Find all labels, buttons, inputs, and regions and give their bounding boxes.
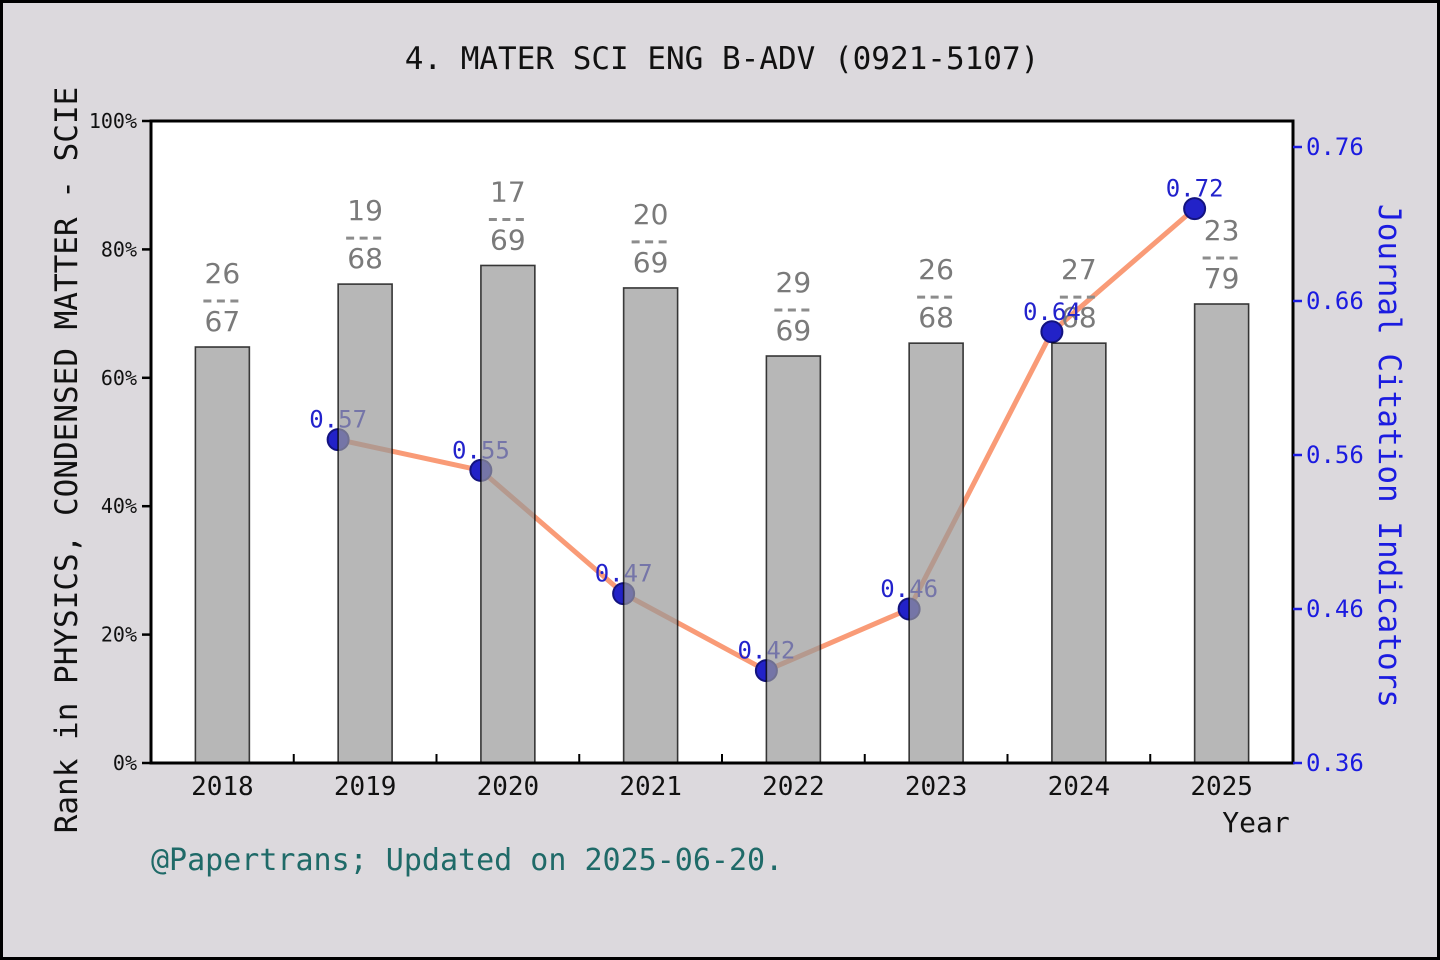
jci-value-label: 0.64 [1023, 298, 1081, 326]
bar-label-numerator: 27 [1061, 253, 1097, 286]
left-tick-label: 80% [101, 237, 137, 261]
x-tick-label-2018: 2018 [191, 772, 254, 802]
bar-label-denominator: 67 [205, 305, 241, 338]
x-tick-label-2022: 2022 [762, 772, 825, 802]
bar-2022 [765, 355, 822, 764]
x-tick-label-2019: 2019 [334, 772, 397, 802]
bar-label-denominator: 68 [918, 301, 954, 334]
left-tick-label: 40% [101, 494, 137, 518]
left-tick-label: 60% [101, 366, 137, 390]
x-tick-label-2024: 2024 [1048, 772, 1111, 802]
right-tick-label: 0.56 [1306, 441, 1364, 469]
bar-2019 [337, 283, 393, 764]
left-tick-label: 100% [89, 109, 137, 133]
plot-border [149, 119, 1295, 765]
bar-2024 [1051, 342, 1107, 764]
bar-label-denominator: 69 [776, 314, 812, 347]
bar-label-numerator: 19 [347, 194, 383, 227]
left-tick-label: 0% [113, 751, 137, 775]
bar-label-numerator: 26 [205, 257, 241, 290]
chart-title: 4. MATER SCI ENG B-ADV (0921-5107) [404, 41, 1040, 77]
bar-label-numerator: 17 [490, 175, 526, 208]
chart-svg: 266719681769206929692668276823790.570.55… [89, 109, 1364, 802]
bar-label-denominator: 79 [1204, 262, 1240, 295]
bar-label-numerator: 26 [918, 253, 954, 286]
x-tick-label-2021: 2021 [619, 772, 682, 802]
bar-2020 [480, 264, 536, 764]
right-tick-label: 0.36 [1306, 749, 1364, 777]
bar-2018 [194, 346, 251, 764]
bar-label-denominator: 69 [633, 246, 669, 279]
left-tick-label: 20% [101, 623, 137, 647]
bar-label-denominator: 68 [347, 242, 383, 275]
bar-label-denominator: 68 [1061, 301, 1097, 334]
x-tick-label-2023: 2023 [905, 772, 968, 802]
x-axis-title: Year [1222, 806, 1290, 839]
right-tick-label: 0.66 [1306, 287, 1364, 315]
bar-label-denominator: 69 [490, 223, 526, 256]
plot-area [151, 121, 1293, 763]
bar-label-numerator: 29 [776, 266, 812, 299]
jci-value-label: 0.72 [1166, 175, 1224, 203]
x-tick-label-2025: 2025 [1190, 772, 1253, 802]
right-tick-label: 0.46 [1306, 595, 1364, 623]
jci-point-0.72 [1183, 197, 1207, 221]
bar-label-numerator: 23 [1204, 214, 1240, 247]
right-tick-label: 0.76 [1306, 133, 1364, 161]
jci-point-0.64 [1040, 320, 1064, 344]
x-tick-label-2020: 2020 [477, 772, 540, 802]
bar-2025 [1193, 303, 1250, 764]
bar-2021 [622, 287, 679, 764]
bar-2023 [908, 342, 964, 764]
footer-attribution: @Papertrans; Updated on 2025-06-20. [151, 843, 784, 878]
bar-label-numerator: 20 [633, 198, 669, 231]
